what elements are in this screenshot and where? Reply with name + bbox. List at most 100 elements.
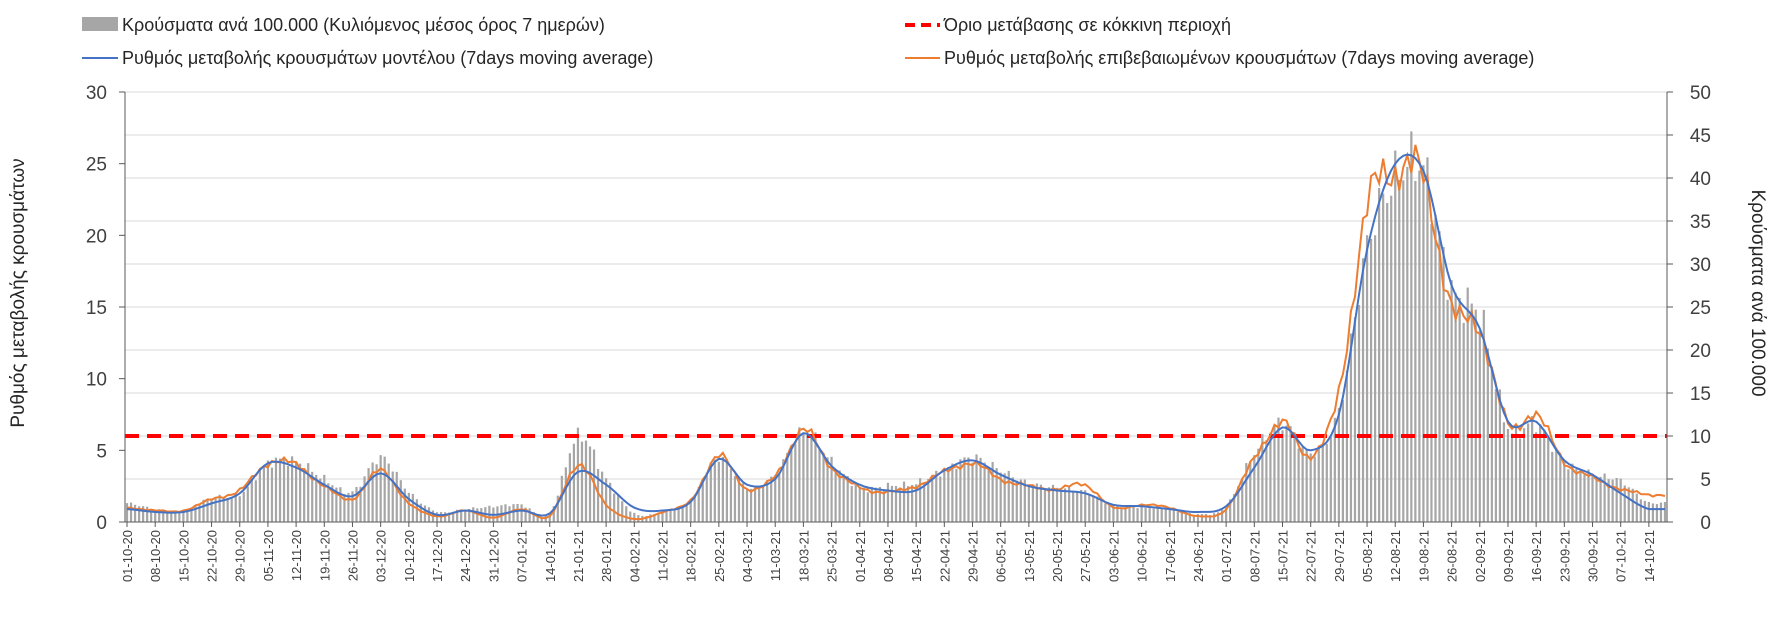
x-tick-label: 02-09-21 — [1473, 530, 1488, 582]
bar — [1325, 443, 1328, 522]
bar — [1623, 485, 1626, 522]
x-tick-label: 01-07-21 — [1219, 530, 1234, 582]
bar — [935, 470, 938, 522]
bar — [1333, 417, 1336, 522]
x-tick-label: 30-09-21 — [1586, 530, 1601, 582]
bar — [588, 446, 592, 522]
bar — [1317, 446, 1320, 522]
bar — [1615, 477, 1618, 522]
y-left-tick-label: 30 — [86, 83, 107, 104]
x-tick-label: 16-09-21 — [1529, 530, 1544, 582]
bar — [1514, 425, 1518, 522]
x-tick-label: 29-10-20 — [233, 530, 248, 582]
bar — [443, 512, 447, 522]
bar — [1003, 473, 1006, 522]
bar — [584, 440, 588, 522]
bar — [556, 495, 559, 522]
bar — [290, 456, 294, 522]
bar — [596, 469, 600, 522]
x-tick-label: 13-05-21 — [1022, 530, 1037, 582]
bar — [1663, 502, 1667, 522]
bar — [1221, 510, 1224, 522]
bar — [862, 487, 865, 522]
bar — [1212, 513, 1216, 522]
bar — [162, 509, 165, 522]
legend-bars-label: Κρούσματα ανά 100.000 (Κυλιόμενος μέσος … — [122, 15, 605, 35]
bar — [858, 486, 861, 522]
bar — [262, 465, 266, 522]
bar — [564, 467, 567, 522]
bar — [536, 515, 539, 522]
x-tick-label: 14-10-21 — [1642, 530, 1657, 582]
bar — [468, 508, 471, 522]
bar — [621, 501, 624, 522]
bar — [367, 468, 370, 522]
bar — [282, 458, 286, 522]
bar — [266, 460, 270, 522]
bar — [548, 513, 551, 522]
bar — [1526, 423, 1530, 522]
bar — [1011, 477, 1014, 522]
bar — [1442, 246, 1445, 522]
x-tick-label: 19-08-21 — [1416, 530, 1431, 582]
tick-labels: 0 5 10 15 20 25 30 35 40 45 50 0 5 10 15 20 25 30 01-10-20… — [86, 83, 1711, 582]
bar — [1233, 493, 1236, 522]
bar — [818, 448, 821, 522]
bar — [1229, 499, 1232, 522]
bar — [508, 506, 511, 522]
bar — [733, 476, 737, 522]
bar — [415, 499, 419, 522]
bar — [605, 478, 608, 522]
bar — [894, 486, 898, 522]
x-tick-label: 17-12-20 — [430, 530, 445, 582]
bar — [1265, 440, 1268, 522]
bar — [806, 435, 809, 522]
bar — [979, 457, 982, 522]
bar — [850, 486, 853, 522]
bar — [633, 512, 636, 522]
bar — [242, 491, 245, 522]
y-right-tick-label: 40 — [1690, 169, 1711, 190]
bar — [963, 457, 966, 522]
bar — [1216, 512, 1220, 522]
bar — [1059, 489, 1063, 522]
bar — [524, 507, 527, 522]
bar — [218, 494, 221, 522]
y-right-tick-label: 15 — [1690, 384, 1711, 405]
bar — [898, 487, 902, 522]
bar — [838, 470, 841, 522]
x-tick-label: 18-02-21 — [684, 530, 699, 582]
bar — [452, 511, 455, 522]
bar — [1289, 426, 1292, 522]
bar — [1398, 179, 1401, 522]
bar — [1313, 456, 1316, 522]
bar — [1522, 428, 1526, 522]
bar — [1494, 389, 1497, 522]
bar — [1039, 484, 1043, 522]
x-tick-label: 10-06-21 — [1135, 530, 1150, 582]
bar — [1120, 507, 1123, 522]
bar — [830, 456, 833, 522]
bar — [1595, 477, 1598, 522]
bar — [810, 437, 813, 522]
bar — [1172, 508, 1175, 522]
bar — [1148, 508, 1151, 522]
bar — [955, 468, 958, 522]
bar — [1015, 480, 1018, 522]
bar — [1245, 463, 1248, 522]
bar — [725, 458, 729, 522]
x-tick-label: 04-02-21 — [627, 530, 642, 582]
bar — [762, 487, 765, 522]
bar — [1446, 299, 1449, 522]
bar — [1337, 407, 1340, 522]
bar — [1547, 435, 1550, 522]
bar — [520, 504, 523, 522]
x-tick-label: 29-04-21 — [965, 530, 980, 582]
bar — [625, 506, 628, 522]
y-right-tick-label: 35 — [1690, 212, 1711, 233]
bar — [1575, 469, 1578, 522]
bar — [1076, 491, 1079, 522]
bar — [1458, 297, 1461, 522]
bar — [995, 468, 998, 522]
